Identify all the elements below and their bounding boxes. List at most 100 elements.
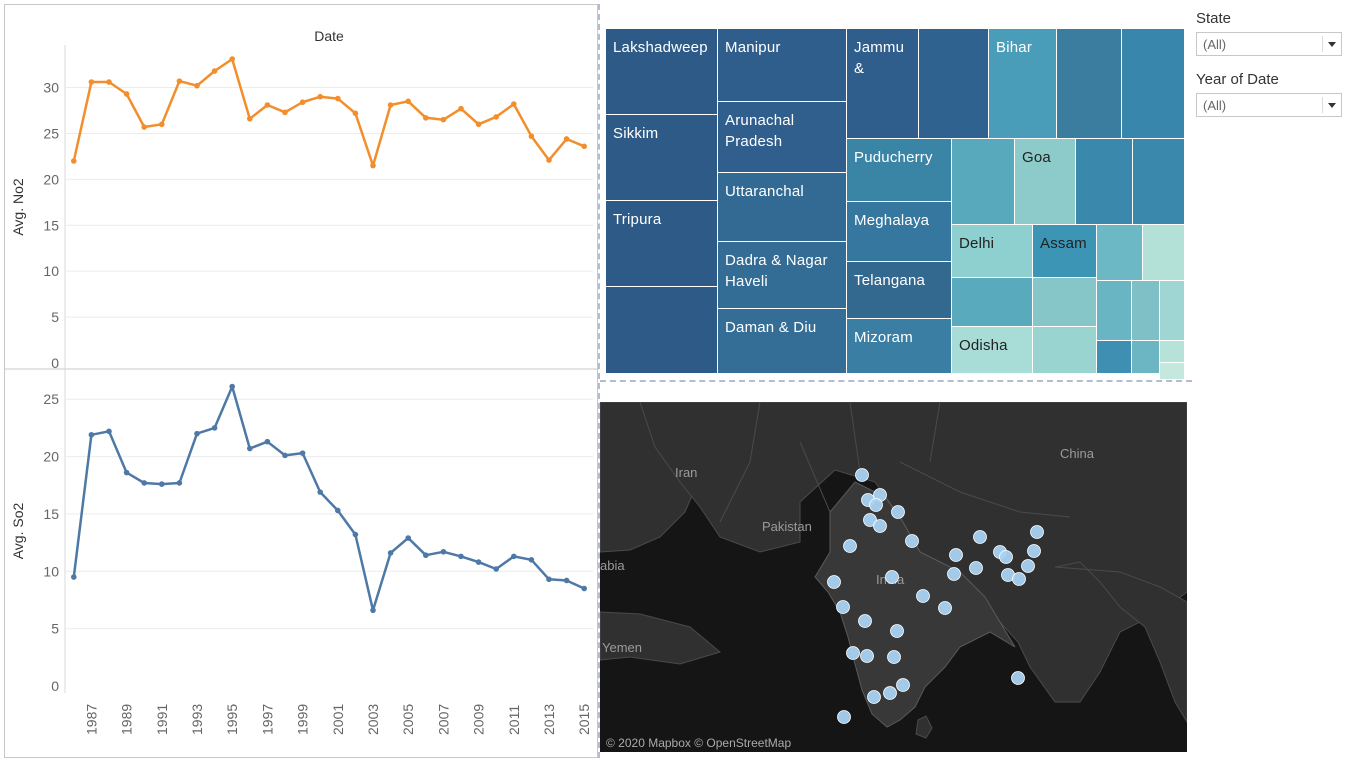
- treemap-cell[interactable]: [919, 29, 989, 139]
- treemap-cell-sikkim[interactable]: Sikkim: [606, 115, 718, 201]
- so2-data-point[interactable]: [88, 431, 95, 438]
- no2-data-point[interactable]: [581, 143, 587, 150]
- no2-data-point[interactable]: [141, 124, 147, 130]
- station-marker[interactable]: [949, 548, 963, 562]
- no2-data-point[interactable]: [211, 68, 218, 74]
- so2-data-point[interactable]: [387, 550, 394, 556]
- station-marker[interactable]: [887, 650, 901, 664]
- no2-data-point[interactable]: [176, 78, 183, 84]
- treemap-cell[interactable]: [1097, 225, 1143, 281]
- treemap-cell[interactable]: [1033, 327, 1097, 374]
- so2-data-point[interactable]: [106, 428, 112, 435]
- no2-data-point[interactable]: [352, 110, 359, 117]
- no2-data-point[interactable]: [405, 98, 412, 105]
- no2-data-point[interactable]: [563, 136, 570, 142]
- no2-data-point[interactable]: [440, 116, 447, 123]
- no2-data-point[interactable]: [159, 121, 165, 128]
- station-marker[interactable]: [890, 624, 904, 638]
- so2-data-point[interactable]: [264, 438, 271, 445]
- treemap-cell-arunachal-pradesh[interactable]: Arunachal Pradesh: [718, 102, 847, 173]
- so2-data-point[interactable]: [317, 489, 324, 495]
- treemap-cell-goa[interactable]: Goa: [1015, 139, 1076, 225]
- treemap-cell[interactable]: [1057, 29, 1122, 139]
- no2-data-point[interactable]: [423, 115, 429, 121]
- no2-data-point[interactable]: [370, 162, 376, 169]
- treemap-cell[interactable]: [1097, 341, 1132, 374]
- so2-data-point[interactable]: [71, 574, 77, 580]
- treemap-cell-jammu[interactable]: Jammu &: [847, 29, 919, 139]
- no2-data-point[interactable]: [247, 115, 253, 122]
- no2-data-point[interactable]: [335, 95, 341, 102]
- no2-data-point[interactable]: [299, 99, 306, 106]
- station-marker[interactable]: [947, 567, 961, 581]
- station-marker[interactable]: [896, 678, 910, 692]
- station-marker[interactable]: [969, 561, 983, 575]
- station-marker[interactable]: [1011, 671, 1025, 685]
- year-filter-dropdown[interactable]: (All): [1196, 93, 1342, 117]
- so2-data-point[interactable]: [247, 445, 253, 452]
- so2-data-point[interactable]: [141, 480, 147, 486]
- station-marker[interactable]: [1027, 544, 1041, 558]
- treemap-cell[interactable]: [606, 287, 718, 374]
- station-marker[interactable]: [1030, 525, 1044, 539]
- no2-data-point[interactable]: [458, 105, 464, 112]
- treemap-cell-telangana[interactable]: Telangana: [847, 262, 952, 319]
- so2-data-point[interactable]: [159, 481, 165, 487]
- station-marker[interactable]: [883, 686, 897, 700]
- so2-data-point[interactable]: [123, 469, 130, 476]
- station-marker[interactable]: [860, 649, 874, 663]
- station-marker[interactable]: [1012, 572, 1026, 586]
- treemap-cell-dadra-nagar-haveli[interactable]: Dadra & Nagar Haveli: [718, 242, 847, 309]
- treemap-cell[interactable]: [1122, 29, 1185, 139]
- india-map[interactable]: IranPakistanIndiaChinaabiaYemen © 2020 M…: [600, 402, 1187, 752]
- so2-data-point[interactable]: [493, 566, 500, 572]
- treemap-cell-manipur[interactable]: Manipur: [718, 29, 847, 102]
- treemap-cell-bihar[interactable]: Bihar: [989, 29, 1057, 139]
- so2-data-point[interactable]: [528, 557, 535, 563]
- no2-data-point[interactable]: [88, 79, 95, 85]
- so2-data-point[interactable]: [194, 430, 200, 437]
- treemap-cell-odisha[interactable]: Odisha: [952, 327, 1033, 374]
- no2-data-point[interactable]: [282, 109, 288, 116]
- station-marker[interactable]: [973, 530, 987, 544]
- treemap-cell[interactable]: [952, 278, 1033, 327]
- treemap-cell-delhi[interactable]: Delhi: [952, 225, 1033, 278]
- station-marker[interactable]: [891, 505, 905, 519]
- so2-data-point[interactable]: [581, 585, 587, 592]
- no2-data-point[interactable]: [71, 158, 77, 164]
- no2-data-point[interactable]: [511, 101, 517, 107]
- station-marker[interactable]: [885, 570, 899, 584]
- station-marker[interactable]: [863, 513, 877, 527]
- treemap-cell-assam[interactable]: Assam: [1033, 225, 1097, 278]
- treemap-cell[interactable]: [1132, 281, 1160, 341]
- treemap-cell[interactable]: [1133, 139, 1185, 225]
- treemap-cell[interactable]: [1076, 139, 1133, 225]
- station-marker[interactable]: [873, 519, 887, 533]
- station-marker[interactable]: [858, 614, 872, 628]
- station-marker[interactable]: [999, 550, 1013, 564]
- so2-data-point[interactable]: [299, 450, 306, 456]
- no2-data-point[interactable]: [546, 157, 552, 163]
- no2-data-point[interactable]: [194, 82, 200, 89]
- treemap-cell-puducherry[interactable]: Puducherry: [847, 139, 952, 202]
- treemap-cell[interactable]: [1160, 363, 1185, 380]
- treemap-cell[interactable]: [1143, 225, 1185, 281]
- no2-data-point[interactable]: [493, 114, 500, 120]
- treemap-cell-tripura[interactable]: Tripura: [606, 201, 718, 287]
- station-marker[interactable]: [837, 710, 851, 724]
- so2-data-point[interactable]: [423, 552, 429, 559]
- treemap-cell-meghalaya[interactable]: Meghalaya: [847, 202, 952, 262]
- treemap-cell-uttaranchal[interactable]: Uttaranchal: [718, 173, 847, 242]
- so2-data-point[interactable]: [335, 507, 341, 514]
- so2-data-point[interactable]: [563, 577, 570, 584]
- so2-data-point[interactable]: [440, 548, 447, 555]
- no2-data-point[interactable]: [229, 56, 235, 62]
- so2-data-point[interactable]: [511, 553, 517, 560]
- no2-data-point[interactable]: [475, 121, 482, 128]
- station-marker[interactable]: [905, 534, 919, 548]
- station-marker[interactable]: [846, 646, 860, 660]
- treemap-cell[interactable]: [1160, 341, 1185, 363]
- treemap-cell[interactable]: [952, 139, 1015, 225]
- station-marker[interactable]: [916, 589, 930, 603]
- no2-data-point[interactable]: [387, 102, 394, 108]
